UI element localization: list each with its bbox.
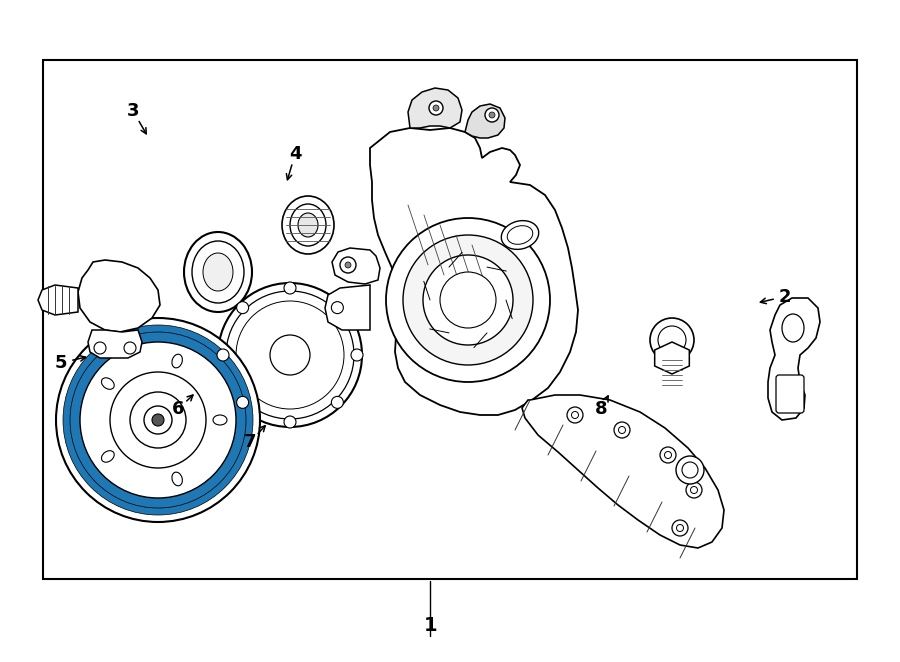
Circle shape — [567, 407, 583, 423]
Ellipse shape — [298, 213, 318, 237]
Circle shape — [110, 372, 206, 468]
Ellipse shape — [192, 241, 244, 303]
Ellipse shape — [184, 232, 252, 312]
Circle shape — [218, 283, 362, 427]
Circle shape — [440, 272, 496, 328]
Text: 2: 2 — [778, 287, 791, 306]
Ellipse shape — [102, 378, 114, 389]
Circle shape — [237, 302, 248, 314]
Ellipse shape — [782, 314, 804, 342]
Circle shape — [676, 456, 704, 484]
Polygon shape — [88, 330, 142, 358]
Circle shape — [423, 255, 513, 345]
Circle shape — [144, 406, 172, 434]
Circle shape — [331, 302, 344, 314]
Polygon shape — [768, 298, 820, 420]
Circle shape — [237, 397, 248, 408]
Polygon shape — [408, 88, 462, 128]
Circle shape — [572, 412, 579, 418]
Circle shape — [485, 108, 499, 122]
Circle shape — [690, 487, 698, 493]
Circle shape — [80, 342, 236, 498]
Polygon shape — [38, 285, 78, 315]
Bar — [43, 60, 857, 579]
Circle shape — [331, 397, 344, 408]
Text: 8: 8 — [595, 400, 608, 418]
Circle shape — [614, 422, 630, 438]
Circle shape — [340, 257, 356, 273]
Polygon shape — [332, 248, 380, 284]
Ellipse shape — [282, 196, 334, 254]
Polygon shape — [78, 260, 160, 332]
Text: 5: 5 — [55, 354, 68, 372]
Ellipse shape — [172, 354, 183, 368]
Text: 7: 7 — [244, 433, 256, 451]
Circle shape — [664, 451, 671, 459]
Circle shape — [686, 482, 702, 498]
Text: 3: 3 — [127, 102, 140, 120]
Circle shape — [217, 349, 229, 361]
Circle shape — [94, 342, 106, 354]
Circle shape — [433, 105, 439, 111]
Circle shape — [70, 332, 246, 508]
Circle shape — [226, 291, 354, 419]
Circle shape — [677, 524, 683, 532]
Text: 6: 6 — [172, 400, 184, 418]
Circle shape — [658, 326, 686, 354]
Circle shape — [386, 218, 550, 382]
Ellipse shape — [213, 415, 227, 425]
Circle shape — [351, 349, 363, 361]
Ellipse shape — [172, 472, 183, 486]
FancyBboxPatch shape — [776, 375, 804, 413]
Circle shape — [284, 282, 296, 294]
Circle shape — [284, 416, 296, 428]
Circle shape — [270, 335, 310, 375]
Ellipse shape — [290, 204, 326, 246]
Circle shape — [130, 392, 186, 448]
Polygon shape — [370, 128, 578, 415]
Ellipse shape — [501, 220, 539, 250]
Circle shape — [489, 112, 495, 118]
Circle shape — [236, 301, 344, 409]
Circle shape — [650, 318, 694, 362]
Ellipse shape — [203, 253, 233, 291]
Circle shape — [56, 318, 260, 522]
Polygon shape — [522, 395, 724, 548]
Circle shape — [403, 235, 533, 365]
Circle shape — [429, 101, 443, 115]
Polygon shape — [465, 104, 505, 138]
Ellipse shape — [508, 226, 533, 244]
Text: 1: 1 — [423, 616, 437, 635]
Text: 4: 4 — [289, 144, 302, 163]
Circle shape — [660, 447, 676, 463]
Polygon shape — [325, 285, 370, 330]
Circle shape — [124, 342, 136, 354]
Circle shape — [152, 414, 164, 426]
Circle shape — [672, 520, 688, 536]
Circle shape — [618, 426, 626, 434]
Circle shape — [345, 262, 351, 268]
Circle shape — [63, 325, 253, 515]
Polygon shape — [654, 342, 689, 374]
Circle shape — [682, 462, 698, 478]
Ellipse shape — [102, 451, 114, 462]
